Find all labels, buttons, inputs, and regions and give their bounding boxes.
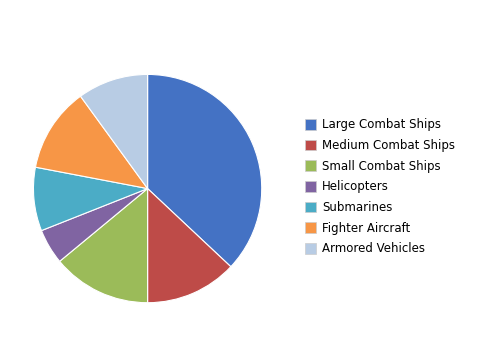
Wedge shape xyxy=(41,189,148,261)
Text: Global Combat System Integration Market Share, By Platform, 2020 (%): Global Combat System Integration Market … xyxy=(33,16,459,29)
Legend: Large Combat Ships, Medium Combat Ships, Small Combat Ships, Helicopters, Submar: Large Combat Ships, Medium Combat Ships,… xyxy=(301,115,459,259)
Wedge shape xyxy=(148,74,262,267)
Wedge shape xyxy=(148,189,231,303)
Wedge shape xyxy=(33,167,148,230)
Wedge shape xyxy=(35,96,148,189)
Wedge shape xyxy=(81,74,148,189)
Wedge shape xyxy=(60,189,148,303)
